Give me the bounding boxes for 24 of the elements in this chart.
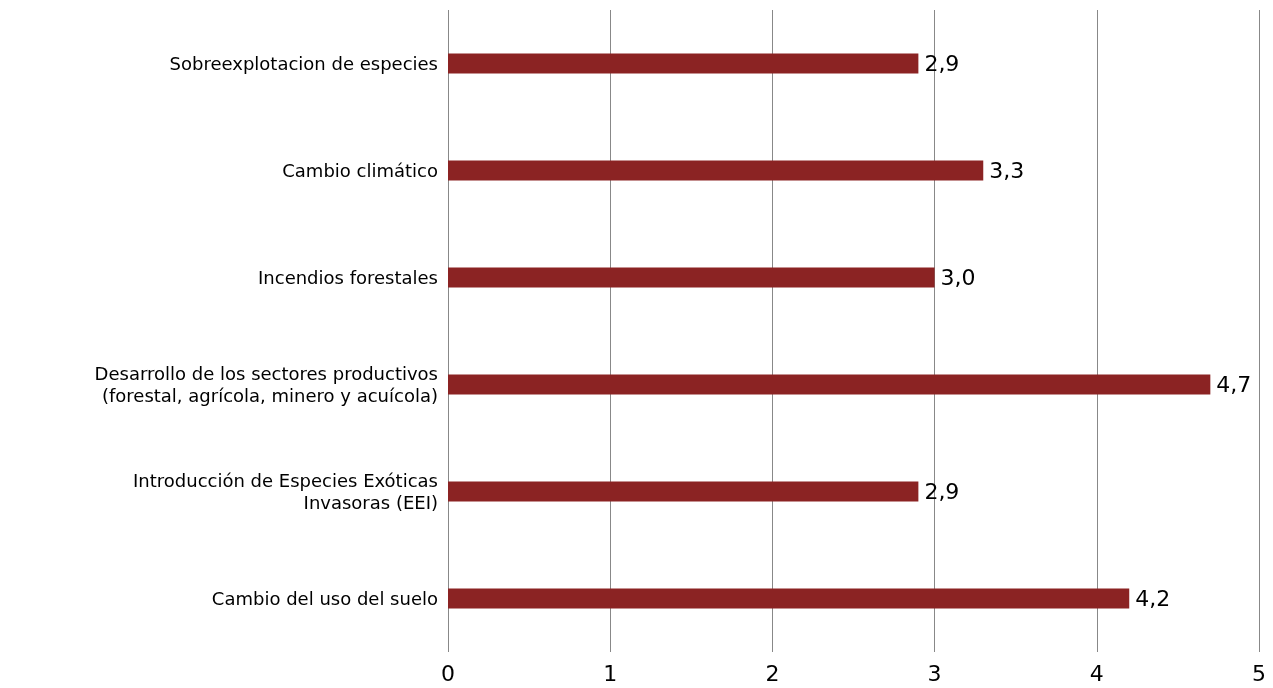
y-tick-label: Sobreexplotacion de especies xyxy=(169,53,438,74)
data-label: 2,9 xyxy=(924,51,960,76)
x-tick-label: 1 xyxy=(603,660,618,686)
x-tick-label: 3 xyxy=(927,660,942,686)
x-tick-label: 4 xyxy=(1089,660,1104,686)
data-label: 4,7 xyxy=(1216,372,1252,397)
y-tick-label: Desarrollo de los sectores productivos (forestal, agrícola, minero y acuícola) xyxy=(94,363,438,406)
data-label: 3,3 xyxy=(989,158,1025,183)
bar xyxy=(448,481,919,502)
data-label: 2,9 xyxy=(924,479,960,504)
y-tick-label: Cambio del uso del suelo xyxy=(211,588,438,609)
x-tick-label: 0 xyxy=(441,660,455,686)
x-tick-label: 2 xyxy=(765,660,780,686)
bar xyxy=(448,160,984,181)
y-tick-label: Incendios forestales xyxy=(258,267,438,288)
y-tick-label: Introducción de Especies Exóticas Invasoras (EEI) xyxy=(133,470,438,513)
bar xyxy=(448,53,919,74)
x-tick-label: 5 xyxy=(1252,660,1266,686)
y-tick-label: Cambio climático xyxy=(282,160,438,181)
bar xyxy=(448,374,1211,395)
data-label: 4,2 xyxy=(1135,586,1171,611)
bar xyxy=(448,588,1130,609)
bar xyxy=(448,267,935,288)
data-label: 3,0 xyxy=(940,265,976,290)
